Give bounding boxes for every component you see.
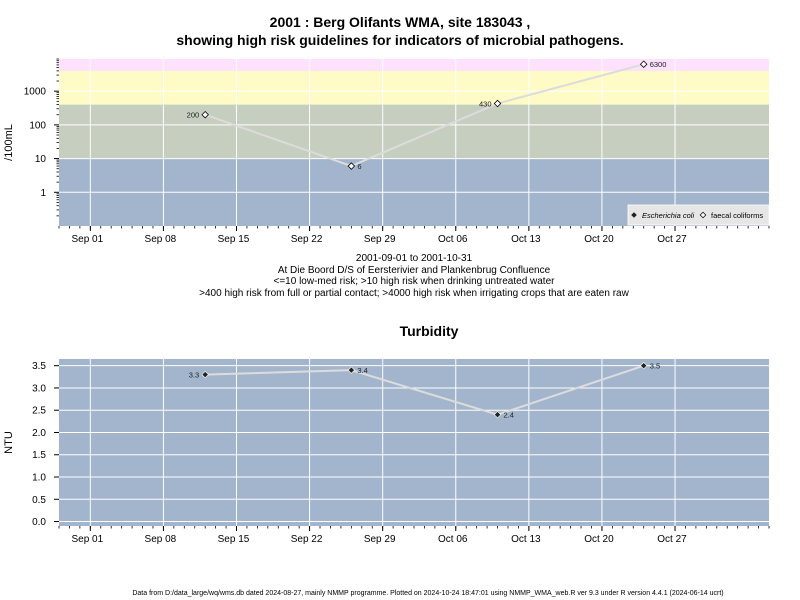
caption-contact-guideline: >400 high risk from full or partial cont… [199,287,629,299]
caption-site: At Die Boord D/S of Eersterivier and Pla… [277,264,551,276]
panel2-y-axis-label: NTU [3,431,15,454]
panel1-x-tick-label: Sep 22 [291,234,323,245]
panel2-data-label: 3.5 [650,362,660,371]
panel1-data-label: 200 [187,111,200,120]
panel2-x-tick-label: Oct 20 [584,534,614,545]
panel2-x-tick-label: Sep 01 [71,534,103,545]
panel1-x-tick-label: Sep 15 [218,234,250,245]
panel2-background [59,359,769,526]
panel2-y-tick-label: 3.5 [32,361,46,372]
panel2-x-tick-label: Oct 27 [657,534,687,545]
panel2-y-tick-label: 3.0 [32,383,46,394]
panel1-data-point [639,60,648,68]
panel1-legend-faecal-marker [699,211,707,219]
panel2-y-tick-label: 2.5 [32,406,46,417]
panel2-y-tick-label: 1.5 [32,450,46,461]
panel2-y-tick-label: 1.0 [32,473,46,484]
chart-title-line2: showing high risk guidelines for indicat… [176,32,624,48]
panel1-x-tick-label: Oct 06 [438,234,468,245]
panel2-y-tick-label: 2.0 [32,428,46,439]
panel1-x-tick-label: Sep 08 [145,234,177,245]
panel2-title: Turbidity [400,323,459,339]
panel2-x-tick-label: Sep 22 [291,534,323,545]
panel1-x-tick-label: Sep 01 [71,234,103,245]
panel1-y-tick-label: 100 [29,120,46,131]
panel2-data-point [347,366,355,374]
panel2-data-label: 2.4 [504,411,514,420]
panel1-risk-band [59,104,769,159]
panel1-risk-band [59,70,769,105]
caption-drinking-guideline: <=10 low-med risk; >10 high risk when dr… [273,276,555,287]
panel1-y-tick-label: 1 [40,188,46,199]
panel2-x-tick-label: Sep 29 [364,534,396,545]
panel1-data-point [347,162,356,170]
panel1-y-axis-label: /100mL [3,124,15,161]
panel2-x-tick-label: Sep 15 [218,534,250,545]
panel2-data-label: 3.4 [357,366,367,375]
panel2-x-tick-label: Sep 08 [145,534,177,545]
panel1-data-point [201,110,209,119]
panel2-data-label: 3.3 [189,371,199,380]
panel1-legend-ecoli-marker [631,212,637,218]
panel2-y-tick-label: 0.5 [32,495,46,506]
panel1-x-tick-label: Sep 29 [364,234,396,245]
panel1-series-line [204,63,644,168]
panel1-risk-band [59,59,769,71]
panel1-legend-ecoli-label: Escherichia coli [642,211,694,220]
panel1-data-point [493,99,502,108]
panel2-y-tick-label: 0.0 [32,517,46,528]
panel2-x-tick-label: Oct 06 [438,534,468,545]
panel1-y-tick-label: 1000 [24,87,47,98]
panel1-data-label: 6300 [650,60,667,69]
panel1-legend-faecal-label: faecal coliforms [711,211,763,220]
panel2-series-line [205,364,645,416]
panel2-data-point [493,411,502,419]
panel1-legend-box [627,204,770,226]
chart-title-line1: 2001 : Berg Olifants WMA, site 183043 , [269,14,531,30]
panel1-x-tick-label: Oct 27 [657,234,687,245]
panel1-x-tick-label: Oct 20 [584,234,614,245]
panel2-data-point [640,362,648,370]
panel2-data-point [201,370,209,379]
caption-date-range: 2001-09-01 to 2001-10-31 [355,253,473,264]
panel1-y-tick-label: 10 [35,154,47,165]
panel2-x-tick-label: Oct 13 [511,534,541,545]
panel1-x-tick-label: Oct 13 [511,234,541,245]
footer-source-note: Data from D:/data_large/wq/wms.db dated … [132,590,724,597]
panel1-data-label: 430 [479,100,492,109]
panel1-data-label: 6 [357,162,361,171]
